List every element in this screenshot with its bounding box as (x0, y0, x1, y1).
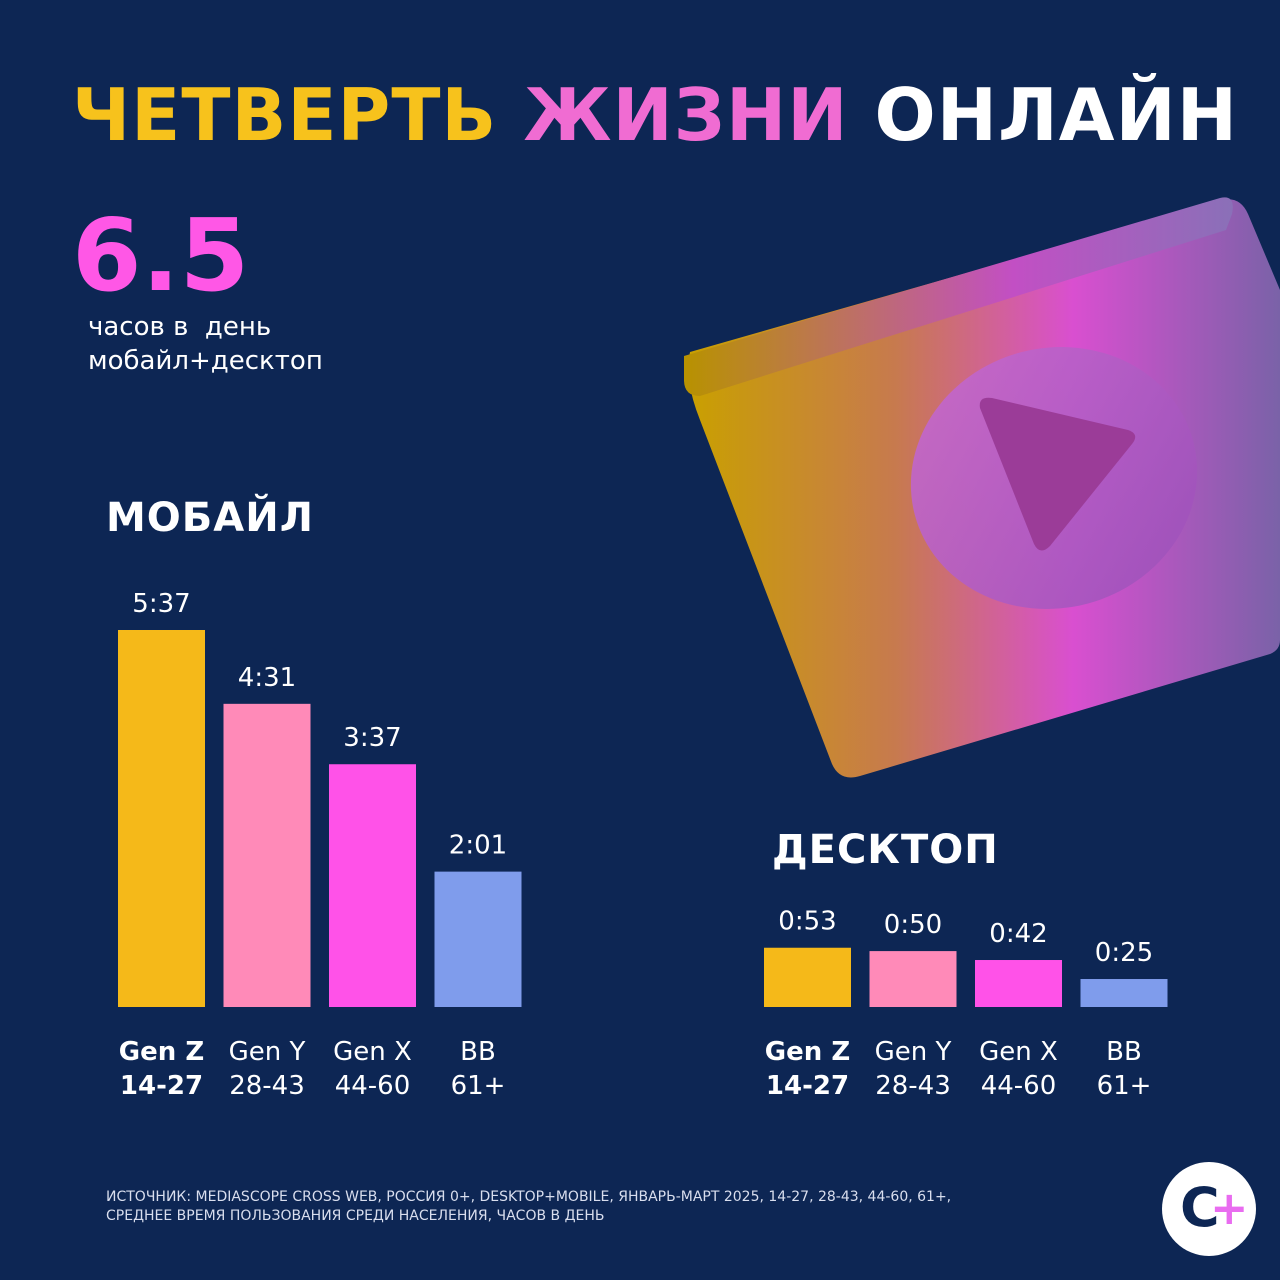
desktop-category-range: 14-27 (766, 1071, 849, 1101)
page-title: ЧЕТВЕРТЬ ЖИЗНИ ОНЛАЙН (72, 70, 1238, 160)
source-line-1: ИСТОЧНИК: MEDIASCOPE CROSS WEB, РОССИЯ 0… (106, 1189, 952, 1205)
desktop-category-range: 44-60 (981, 1071, 1057, 1101)
desktop-category-name: Gen X (979, 1037, 1058, 1067)
desktop-bar-bb (1080, 979, 1168, 1007)
mobile-category-name: Gen X (333, 1037, 412, 1067)
desktop-category-range: 61+ (1097, 1071, 1152, 1101)
mobile-value-label: 3:37 (343, 723, 401, 753)
mobile-bar-gen-z (118, 630, 205, 1007)
logo-letter: C (1180, 1176, 1220, 1239)
video-player-icon (684, 197, 1280, 778)
mobile-bar-bb (434, 871, 522, 1007)
logo-plus: + (1210, 1181, 1249, 1235)
desktop-bar-gen-x (975, 960, 1062, 1007)
mobile-category-range: 44-60 (335, 1071, 411, 1101)
mobile-category-name: BB (460, 1037, 496, 1067)
mobile-value-label: 5:37 (132, 589, 190, 619)
source-line-2: СРЕДНЕЕ ВРЕМЯ ПОЛЬЗОВАНИЯ СРЕДИ НАСЕЛЕНИ… (106, 1208, 605, 1224)
mobile-category-name: Gen Z (119, 1037, 204, 1067)
source-note: ИСТОЧНИК: MEDIASCOPE CROSS WEB, РОССИЯ 0… (106, 1188, 1116, 1226)
desktop-category-name: Gen Y (875, 1037, 952, 1067)
title-word-3: ОНЛАЙН (874, 73, 1239, 157)
mobile-chart-title: МОБАЙЛ (106, 495, 314, 541)
total-hours-value: 6.5 (72, 197, 250, 314)
mobile-value-label: 2:01 (449, 831, 507, 861)
mobile-category-range: 28-43 (229, 1071, 305, 1101)
desktop-bar-gen-y (869, 951, 957, 1007)
caption-line-2: мобайл+десктоп (88, 346, 323, 376)
desktop-category-name: BB (1106, 1037, 1142, 1067)
total-hours-caption: часов в день мобайл+десктоп (88, 310, 323, 378)
desktop-value-label: 0:50 (884, 910, 942, 940)
mobile-category-range: 61+ (451, 1071, 506, 1101)
mobile-value-label: 4:31 (238, 663, 296, 693)
title-word-2: ЖИЗНИ (523, 73, 849, 157)
desktop-value-label: 0:53 (778, 907, 836, 937)
mobile-chart: 5:37 Gen Z 14-27 4:31 Gen Y 28-43 3:37 Gen X 44-… (118, 589, 522, 1101)
desktop-bar-gen-z (764, 947, 851, 1007)
desktop-value-label: 0:42 (989, 919, 1047, 949)
desktop-value-label: 0:25 (1095, 938, 1153, 968)
title-word-1: ЧЕТВЕРТЬ (72, 73, 498, 157)
mobile-category-range: 14-27 (120, 1071, 203, 1101)
mobile-category-name: Gen Y (229, 1037, 306, 1067)
brand-logo: C + (1162, 1162, 1256, 1256)
desktop-chart: 0:53 Gen Z 14-27 0:50 Gen Y 28-43 0:42 Gen X 44-… (764, 907, 1168, 1101)
desktop-chart-title: ДЕСКТОП (772, 827, 999, 873)
desktop-category-range: 28-43 (875, 1071, 951, 1101)
mobile-bar-gen-x (329, 764, 416, 1007)
mobile-bar-gen-y (223, 703, 311, 1007)
caption-line-1: часов в день (88, 312, 272, 342)
desktop-category-name: Gen Z (765, 1037, 850, 1067)
